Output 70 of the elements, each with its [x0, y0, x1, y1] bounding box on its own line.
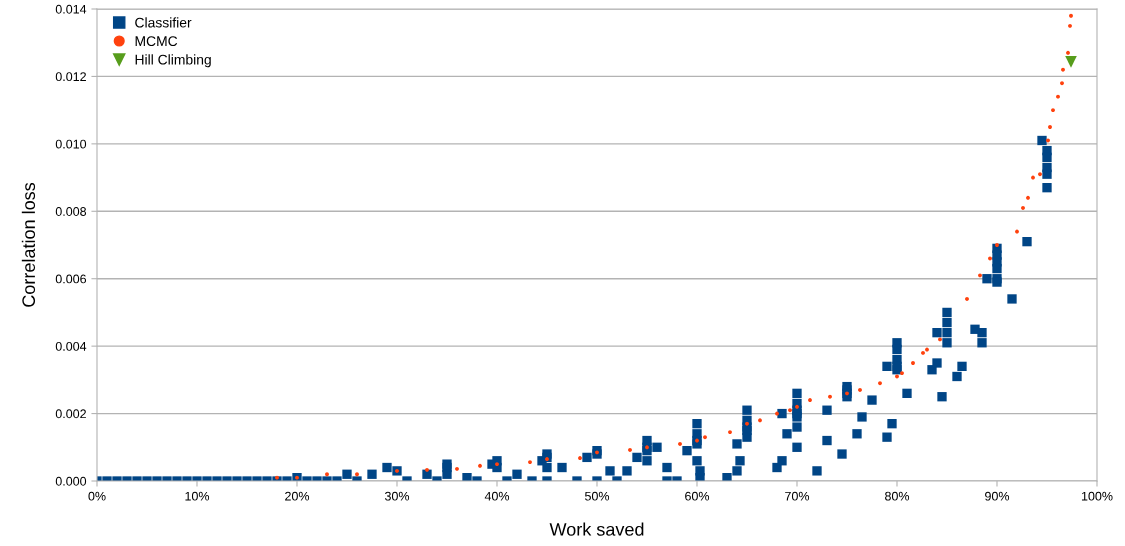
- y-tick-label: 0.008: [55, 207, 87, 216]
- point: [1021, 205, 1025, 210]
- point: [495, 462, 499, 467]
- point: [355, 472, 359, 477]
- y-tick-label: 0.014: [55, 4, 87, 14]
- point: [578, 456, 582, 461]
- point: [795, 404, 799, 409]
- point: [628, 448, 632, 452]
- point: [678, 441, 682, 446]
- y-tick-label: 0.012: [55, 72, 86, 82]
- y-tick-label: 0.006: [55, 274, 87, 284]
- x-tick-label: 70%: [785, 491, 810, 501]
- point: [455, 466, 459, 471]
- point: [703, 435, 707, 440]
- point: [745, 421, 749, 426]
- point: [878, 381, 882, 386]
- point: [425, 467, 429, 472]
- point: [921, 350, 925, 355]
- x-tick-label: 50%: [584, 491, 610, 501]
- point: [758, 418, 762, 423]
- point: [1066, 50, 1070, 55]
- point: [965, 296, 969, 301]
- point: [938, 337, 942, 342]
- y-tick-label: 0.000: [55, 476, 87, 486]
- legend-label: Hill Climbing: [135, 54, 211, 68]
- x-tick-label: 0%: [88, 491, 106, 501]
- point: [911, 361, 915, 365]
- legend-label: Classifier: [135, 17, 192, 28]
- y-axis-title: Correlation loss: [21, 182, 36, 307]
- point: [900, 371, 904, 376]
- point: [1031, 175, 1035, 180]
- point: [528, 460, 532, 465]
- point: [775, 411, 779, 416]
- y-tick-label: 0.010: [55, 139, 87, 149]
- x-tick-label: 30%: [384, 491, 410, 501]
- point: [1068, 23, 1072, 28]
- point: [1069, 13, 1073, 18]
- x-tick-label: 20%: [285, 491, 310, 501]
- point: [978, 273, 982, 278]
- point: [808, 398, 812, 403]
- point: [1046, 138, 1050, 143]
- x-tick-label: 40%: [484, 491, 510, 501]
- point: [1048, 125, 1052, 129]
- point: [988, 256, 992, 261]
- point: [1051, 108, 1055, 113]
- legend-label: MCMC: [135, 36, 178, 47]
- point: [1060, 81, 1064, 86]
- point: [1026, 195, 1030, 200]
- point: [995, 243, 999, 247]
- x-tick-label: 10%: [185, 491, 210, 501]
- point: [325, 472, 329, 477]
- point: [858, 388, 862, 392]
- x-tick-label: 60%: [685, 491, 710, 501]
- point: [1015, 229, 1019, 234]
- point: [728, 430, 732, 435]
- point: [925, 347, 929, 352]
- point: [895, 374, 899, 379]
- x-tick-label: 80%: [885, 491, 910, 501]
- point: [1038, 172, 1042, 177]
- x-axis-title: Work saved: [549, 522, 644, 536]
- x-tick-label: 100%: [1081, 491, 1113, 501]
- point: [788, 408, 792, 413]
- point: [1061, 67, 1065, 72]
- point: [478, 463, 482, 468]
- y-tick-label: 0.004: [55, 341, 87, 351]
- point: [828, 394, 832, 399]
- point: [1056, 94, 1060, 99]
- point: [1065, 56, 1077, 68]
- y-tick-label: 0.002: [55, 409, 86, 419]
- x-tick-label: 90%: [985, 491, 1010, 501]
